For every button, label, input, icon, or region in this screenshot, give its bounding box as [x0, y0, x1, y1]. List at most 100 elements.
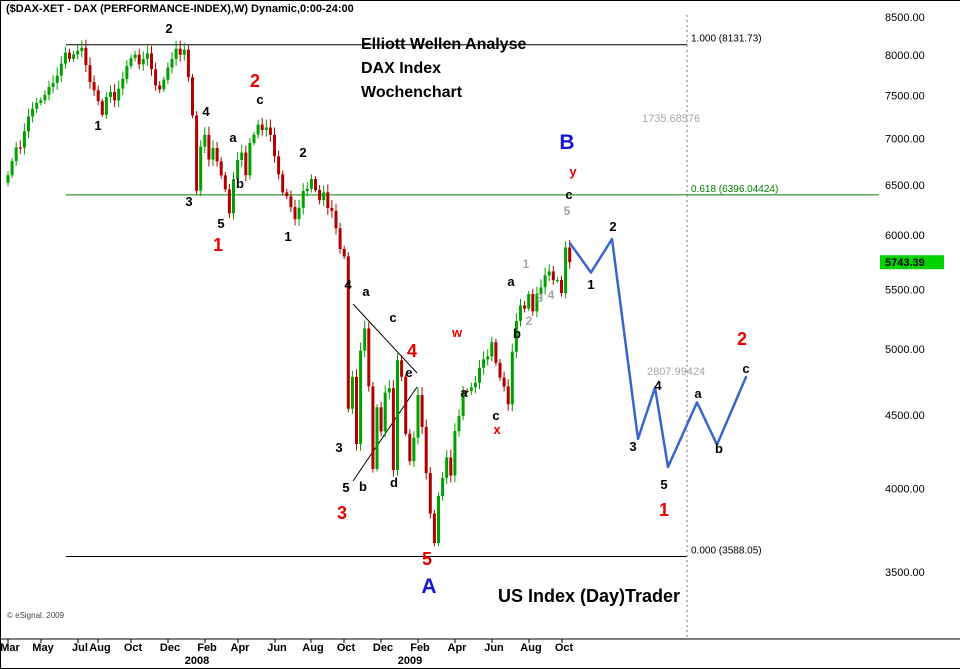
wave-label: 4 — [344, 277, 352, 292]
candle — [80, 47, 84, 52]
candle — [68, 52, 71, 59]
candle — [551, 271, 555, 281]
last-price-tag — [880, 255, 944, 270]
candle — [400, 360, 404, 377]
candle — [88, 65, 92, 83]
wave-label: c — [389, 310, 396, 325]
candle — [186, 49, 190, 78]
month-label: Aug — [302, 642, 323, 654]
candle — [104, 97, 108, 115]
candle — [6, 175, 10, 183]
wave-label: 1 — [213, 235, 223, 255]
candle — [297, 207, 301, 220]
month-label: Oct — [124, 642, 143, 654]
month-label: Mar — [1, 642, 20, 654]
price-axis-label: 5000.00 — [885, 344, 925, 356]
price-axis-label: 6500.00 — [885, 180, 925, 192]
candle — [211, 148, 215, 160]
year-label: 2008 — [185, 655, 209, 667]
candle — [490, 342, 494, 357]
wave-label: A — [421, 575, 436, 598]
candle — [14, 147, 18, 162]
candle — [248, 143, 252, 176]
fib-level-label: 0.000 (3588.05) — [691, 545, 762, 556]
candle — [227, 189, 231, 214]
wave-label: c — [492, 408, 499, 423]
candle — [182, 49, 186, 55]
candle — [63, 52, 67, 64]
candle — [223, 175, 227, 190]
wave-label: 5 — [342, 480, 349, 495]
candle — [10, 161, 14, 176]
wave-label: 5 — [564, 204, 571, 218]
wave-label: 4 — [654, 378, 662, 393]
candle — [22, 131, 26, 148]
wave-label: c — [742, 361, 749, 376]
candle — [178, 48, 182, 55]
annotation-line-2: DAX Index — [361, 60, 442, 77]
candle — [482, 359, 486, 368]
candle — [445, 457, 449, 478]
candle — [236, 160, 240, 180]
month-label: Dec — [373, 642, 393, 654]
candle — [568, 247, 572, 263]
triangle-trendline — [352, 303, 418, 374]
price-axis-label: 4000.00 — [885, 483, 925, 495]
annotation-line-1: Elliott Wellen Analyse — [361, 36, 527, 53]
wave-label: 2 — [165, 21, 172, 36]
candle — [59, 63, 63, 76]
candle — [207, 134, 211, 160]
candle — [379, 407, 383, 432]
candle — [371, 386, 375, 469]
last-price-value: 5743.39 — [885, 257, 925, 269]
candle — [387, 388, 391, 393]
month-label: Jun — [484, 642, 504, 654]
candle — [191, 77, 194, 116]
wave-label: a — [460, 385, 468, 400]
wave-label: a — [362, 284, 370, 299]
candle — [47, 87, 51, 95]
candle — [256, 124, 260, 135]
candle — [121, 78, 125, 89]
candle — [203, 134, 207, 147]
candle — [273, 134, 276, 157]
price-axis-label: 7000.00 — [885, 133, 925, 145]
candle — [293, 207, 297, 220]
candle — [117, 88, 121, 101]
wave-label: a — [229, 130, 237, 145]
candle — [367, 328, 371, 387]
month-label: May — [32, 642, 54, 654]
candle — [277, 156, 281, 175]
price-axis-label: 4500.00 — [885, 410, 925, 422]
candle — [449, 457, 453, 476]
candle — [473, 382, 477, 388]
month-label: Dec — [160, 642, 180, 654]
candle — [375, 407, 379, 469]
candle — [346, 256, 350, 409]
wave-label: 1 — [523, 257, 530, 271]
candle — [519, 305, 522, 321]
candle — [219, 161, 223, 176]
candle — [469, 387, 473, 391]
wave-label: 3 — [337, 503, 347, 523]
wave-label: 4 — [407, 341, 417, 361]
month-label: Oct — [555, 642, 574, 654]
candle — [543, 275, 547, 288]
wave-label: B — [559, 131, 574, 154]
candle — [523, 305, 527, 309]
month-label: Aug — [89, 642, 110, 654]
candle — [281, 174, 285, 193]
candle — [113, 92, 117, 101]
candle — [166, 67, 170, 80]
fib-distance-label: 1735.68576 — [642, 113, 700, 125]
wave-label: 3 — [335, 440, 342, 455]
wave-label: 5 — [660, 477, 667, 492]
price-axis-label: 8000.00 — [885, 50, 925, 62]
fib-level-label: 1.000 (8131.73) — [691, 34, 762, 45]
wave-label: y — [569, 164, 577, 179]
candle — [31, 108, 35, 117]
candle — [39, 100, 43, 103]
projection-path — [568, 237, 748, 469]
month-label: Jun — [267, 642, 287, 654]
